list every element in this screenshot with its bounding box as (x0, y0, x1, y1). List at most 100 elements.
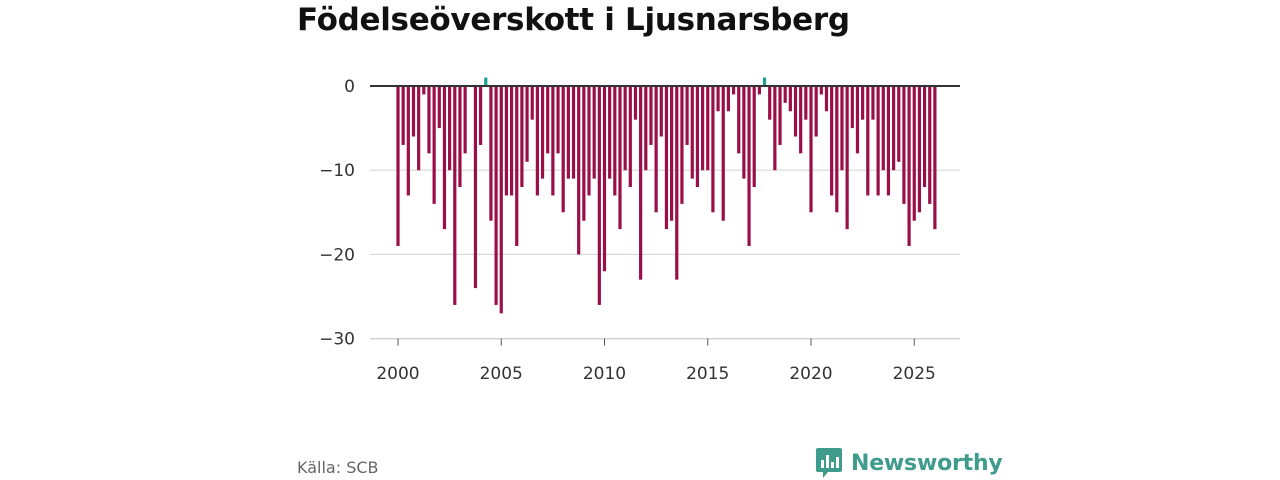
bar (633, 86, 638, 120)
bar (618, 86, 622, 230)
bar (855, 86, 860, 154)
bar (437, 86, 441, 129)
bar (540, 86, 545, 179)
brand-logo[interactable]: Newsworthy (815, 446, 1003, 480)
y-tick-label: −20 (319, 245, 355, 265)
bar (597, 86, 601, 305)
bar (458, 86, 462, 188)
bar (499, 86, 503, 314)
bar (489, 86, 493, 221)
bar (706, 86, 710, 171)
brand-name: Newsworthy (851, 450, 1003, 476)
bar (659, 86, 663, 137)
y-tick-label: −10 (319, 161, 355, 181)
bar (762, 77, 767, 86)
bar (546, 86, 550, 154)
bar (711, 86, 715, 213)
bar (886, 86, 891, 196)
bar (881, 86, 885, 171)
bar (897, 86, 901, 162)
bar (587, 86, 591, 196)
bar (840, 86, 844, 171)
bar (484, 77, 488, 86)
bar (427, 86, 431, 154)
bar (515, 86, 519, 246)
bar (592, 86, 596, 179)
bar (891, 86, 896, 171)
bar (561, 86, 565, 213)
bar (933, 86, 937, 230)
bar (504, 86, 509, 196)
bar (788, 86, 792, 112)
bar (721, 86, 725, 221)
x-axis-ticks: 2000 2005 2010 2015 2020 2025 (376, 338, 936, 384)
bar (664, 86, 669, 230)
bar (566, 86, 570, 179)
bar (551, 86, 555, 196)
bar (417, 86, 421, 171)
bar (700, 86, 705, 171)
bar (907, 86, 911, 246)
bar (582, 86, 586, 221)
bar (463, 86, 467, 154)
bar (917, 86, 922, 213)
bar (453, 86, 457, 305)
bar (793, 86, 798, 137)
x-tick-label: 2015 (686, 364, 729, 384)
bar (577, 86, 581, 255)
bar (814, 86, 818, 137)
bar (494, 86, 498, 305)
bar (396, 86, 400, 246)
bars (396, 77, 937, 314)
bar (757, 86, 761, 95)
bar (783, 86, 787, 103)
bar (406, 86, 410, 196)
bar (478, 86, 483, 145)
bar (473, 86, 478, 289)
bar (768, 86, 772, 120)
y-tick-label: 0 (344, 77, 355, 97)
bar (442, 86, 447, 230)
bar (799, 86, 803, 154)
bar (861, 86, 865, 120)
bar (835, 86, 839, 213)
bar (742, 86, 746, 179)
bar (411, 86, 416, 137)
x-tick-label: 2005 (480, 364, 523, 384)
x-tick-label: 2025 (893, 364, 936, 384)
x-tick-label: 2020 (789, 364, 832, 384)
bar (556, 86, 560, 154)
y-tick-label: −30 (319, 330, 355, 350)
bar (773, 86, 777, 171)
bar (602, 86, 607, 272)
bar (401, 86, 405, 145)
bar (804, 86, 808, 120)
bar (623, 86, 627, 171)
bar (525, 86, 529, 162)
y-axis-ticks: 0 −10 −20 −30 (319, 77, 355, 350)
bar (866, 86, 870, 196)
bar (509, 86, 514, 196)
bar (422, 86, 426, 95)
bar (520, 86, 524, 188)
bar (876, 86, 880, 196)
chart-title: Födelseöverskott i Ljusnarsberg (297, 2, 850, 38)
bar (608, 86, 612, 179)
x-tick-label: 2010 (583, 364, 626, 384)
bar (649, 86, 653, 145)
bar (670, 86, 674, 221)
bar (830, 86, 834, 196)
bar (726, 86, 731, 112)
x-tick-label: 2000 (376, 364, 419, 384)
bar (690, 86, 694, 179)
bar (432, 86, 436, 204)
bar (675, 86, 679, 280)
bar (571, 86, 576, 179)
bar (928, 86, 932, 204)
gridlines (370, 169, 960, 340)
bar (639, 86, 643, 280)
bar (912, 86, 916, 221)
bar (448, 86, 452, 171)
bar (902, 86, 906, 204)
